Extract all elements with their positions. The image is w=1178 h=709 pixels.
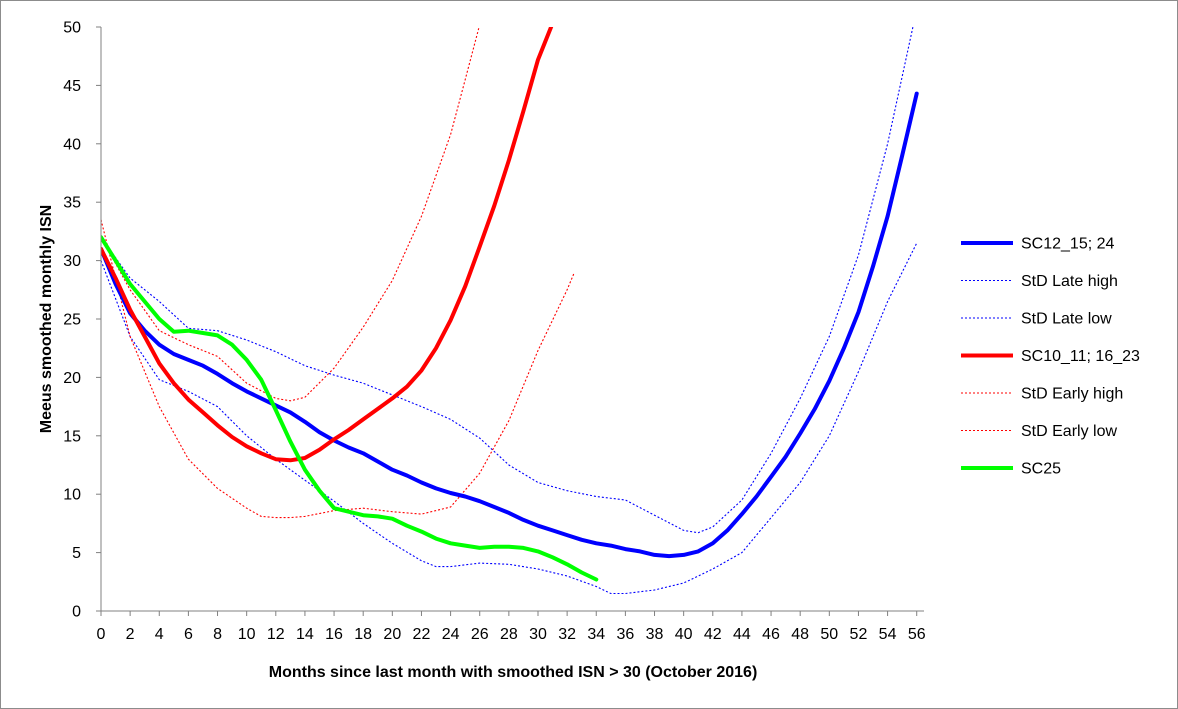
y-tick-label: 25 bbox=[63, 312, 81, 329]
x-tick-label: 28 bbox=[500, 626, 518, 643]
x-tick-label: 14 bbox=[296, 626, 314, 643]
series-line-6 bbox=[101, 219, 575, 519]
series-line-7 bbox=[101, 235, 599, 582]
x-tick-label: 2 bbox=[126, 626, 135, 643]
y-tick-label: 40 bbox=[63, 136, 81, 153]
x-tick-label: 40 bbox=[675, 626, 693, 643]
x-tick-label: 48 bbox=[791, 626, 809, 643]
y-axis-label: Meeus smoothed monthly ISN bbox=[38, 205, 55, 433]
x-tick-label: 36 bbox=[616, 626, 634, 643]
y-tick-label: 15 bbox=[63, 428, 81, 445]
x-tick-label: 46 bbox=[762, 626, 780, 643]
x-tick-label: 0 bbox=[97, 626, 106, 643]
x-tick-label: 22 bbox=[413, 626, 431, 643]
legend-item-4: SC10_11; 16_23 bbox=[961, 348, 1140, 365]
x-tick-label: 30 bbox=[529, 626, 547, 643]
legend-label: SC12_15; 24 bbox=[1021, 236, 1115, 253]
y-tick-label: 30 bbox=[63, 253, 81, 270]
x-tick-label: 16 bbox=[325, 626, 343, 643]
legend: SC12_15; 24 StD Late high StD Late low SC10… bbox=[961, 236, 1140, 478]
x-tick-label: 10 bbox=[238, 626, 256, 643]
series-line-4 bbox=[101, 27, 554, 463]
legend-label: StD Early high bbox=[1021, 386, 1123, 403]
legend-item-1: SC12_15; 24 bbox=[961, 236, 1115, 253]
x-tick-label: 18 bbox=[354, 626, 372, 643]
x-tick-label: 34 bbox=[587, 626, 605, 643]
x-tick-label: 4 bbox=[155, 626, 164, 643]
x-tick-label: 8 bbox=[213, 626, 222, 643]
y-tick-label: 10 bbox=[63, 487, 81, 504]
x-tick-label: 12 bbox=[267, 626, 285, 643]
legend-label: StD Early low bbox=[1021, 423, 1117, 440]
x-tick-label: 32 bbox=[558, 626, 576, 643]
legend-label: SC10_11; 16_23 bbox=[1021, 348, 1140, 365]
y-tick-label: 0 bbox=[72, 604, 81, 621]
x-tick-label: 26 bbox=[471, 626, 489, 643]
y-tick-label: 5 bbox=[72, 545, 81, 562]
legend-label: SC25 bbox=[1021, 461, 1061, 478]
x-tick-label: 50 bbox=[820, 626, 838, 643]
series-line-3 bbox=[101, 242, 918, 595]
legend-item-7: SC25 bbox=[961, 461, 1061, 478]
x-tick-label: 38 bbox=[646, 626, 664, 643]
y-tick-label: 35 bbox=[63, 195, 81, 212]
legend-label: StD Late high bbox=[1021, 273, 1118, 290]
x-tick-label: 24 bbox=[442, 626, 460, 643]
x-tick-label: 56 bbox=[908, 626, 926, 643]
y-tick-label: 20 bbox=[63, 370, 81, 387]
legend-item-2: StD Late high bbox=[961, 273, 1118, 290]
legend-item-3: StD Late low bbox=[961, 311, 1112, 328]
legend-label: StD Late low bbox=[1021, 311, 1112, 328]
series-line-1 bbox=[101, 91, 919, 559]
series-line-2 bbox=[101, 27, 914, 534]
plot-lines bbox=[101, 27, 919, 595]
x-tick-label: 44 bbox=[733, 626, 751, 643]
y-tick-label: 45 bbox=[63, 78, 81, 95]
x-tick-label: 54 bbox=[879, 626, 897, 643]
y-tick-label: 50 bbox=[63, 20, 81, 37]
x-tick-label: 42 bbox=[704, 626, 722, 643]
legend-item-5: StD Early high bbox=[961, 386, 1123, 403]
legend-item-6: StD Early low bbox=[961, 423, 1117, 440]
x-tick-label: 6 bbox=[184, 626, 193, 643]
x-tick-label: 20 bbox=[383, 626, 401, 643]
x-tick-label: 52 bbox=[850, 626, 868, 643]
x-axis-label: Months since last month with smoothed IS… bbox=[269, 664, 758, 681]
series-line-5 bbox=[101, 27, 480, 402]
